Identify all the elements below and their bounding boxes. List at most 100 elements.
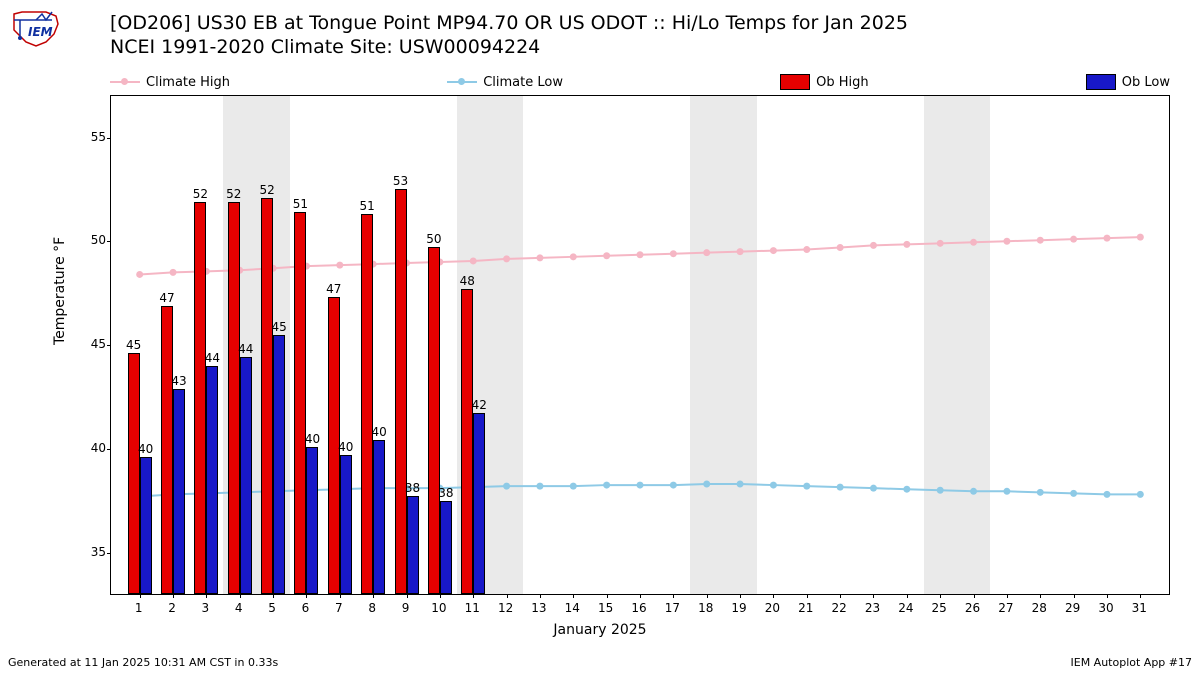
x-tick-label: 28 (1032, 601, 1047, 615)
y-tick-mark (107, 449, 111, 450)
x-tick-label: 22 (831, 601, 846, 615)
ob-low-bar (173, 389, 185, 594)
x-tick-mark (173, 594, 174, 598)
x-tick-mark (540, 594, 541, 598)
x-tick-label: 27 (998, 601, 1013, 615)
x-tick-label: 9 (402, 601, 410, 615)
climate-high-marker (170, 269, 177, 276)
climate-high-marker (1003, 238, 1010, 245)
climate-low-marker (1003, 488, 1010, 495)
x-tick-mark (974, 594, 975, 598)
x-tick-mark (940, 594, 941, 598)
climate-low-marker (870, 485, 877, 492)
x-tick-mark (807, 594, 808, 598)
x-tick-mark (1040, 594, 1041, 598)
climate-low-marker (570, 483, 577, 490)
x-tick-label: 13 (531, 601, 546, 615)
x-tick-mark (607, 594, 608, 598)
climate-low-marker (536, 483, 543, 490)
x-tick-mark (373, 594, 374, 598)
climate-high-marker (1037, 237, 1044, 244)
legend: Climate High Climate Low Ob High Ob Low (110, 72, 1170, 92)
ob-low-bar (306, 447, 318, 594)
y-tick-label: 45 (76, 337, 106, 351)
x-tick-mark (673, 594, 674, 598)
bar-value-label: 51 (293, 197, 308, 211)
x-tick-label: 11 (465, 601, 480, 615)
x-tick-label: 12 (498, 601, 513, 615)
ob-low-bar (473, 413, 485, 594)
x-tick-label: 6 (302, 601, 310, 615)
ob-low-bar (140, 457, 152, 594)
x-tick-mark (473, 594, 474, 598)
legend-climate-low: Climate Low (447, 75, 563, 90)
ob-low-bar (273, 335, 285, 594)
climate-low-marker (503, 483, 510, 490)
x-tick-mark (273, 594, 274, 598)
x-axis-label: January 2025 (0, 622, 1200, 638)
x-tick-mark (773, 594, 774, 598)
x-tick-label: 3 (202, 601, 210, 615)
climate-high-marker (1137, 234, 1144, 241)
bar-value-label: 40 (372, 425, 387, 439)
climate-high-marker (637, 251, 644, 258)
legend-label: Climate High (146, 75, 230, 90)
x-tick-label: 17 (665, 601, 680, 615)
x-tick-mark (1107, 594, 1108, 598)
ob-low-bar (206, 366, 218, 594)
ob-high-bar (461, 289, 473, 594)
x-tick-mark (306, 594, 307, 598)
x-tick-mark (640, 594, 641, 598)
title-line-1: [OD206] US30 EB at Tongue Point MP94.70 … (110, 12, 908, 36)
legend-label: Ob High (816, 75, 869, 90)
climate-high-marker (770, 247, 777, 254)
bar-value-label: 44 (205, 351, 220, 365)
climate-low-marker (737, 481, 744, 488)
svg-text:IEM: IEM (28, 25, 53, 39)
bar-value-label: 43 (171, 374, 186, 388)
climate-high-marker (903, 241, 910, 248)
legend-label: Ob Low (1122, 75, 1170, 90)
climate-low-marker (770, 482, 777, 489)
climate-high-marker (937, 240, 944, 247)
climate-high-marker (536, 254, 543, 261)
ob-low-bar (240, 357, 252, 594)
legend-label: Climate Low (483, 75, 563, 90)
footer-app: IEM Autoplot App #17 (1071, 656, 1193, 669)
climate-high-marker (603, 252, 610, 259)
x-tick-mark (340, 594, 341, 598)
x-tick-mark (707, 594, 708, 598)
y-tick-label: 40 (76, 441, 106, 455)
x-tick-mark (507, 594, 508, 598)
x-tick-mark (907, 594, 908, 598)
x-tick-label: 25 (932, 601, 947, 615)
bar-value-label: 47 (159, 291, 174, 305)
ob-high-bar (128, 353, 140, 594)
bar-value-label: 40 (138, 442, 153, 456)
ob-high-bar (361, 214, 373, 594)
bar-value-label: 40 (338, 440, 353, 454)
climate-high-marker (1070, 236, 1077, 243)
climate-low-marker (1137, 491, 1144, 498)
x-tick-label: 20 (765, 601, 780, 615)
climate-high-marker (837, 244, 844, 251)
climate-low-marker (1070, 490, 1077, 497)
climate-low-marker (937, 487, 944, 494)
climate-low-marker (970, 488, 977, 495)
climate-low-marker (670, 482, 677, 489)
climate-high-marker (870, 242, 877, 249)
bar-value-label: 38 (405, 481, 420, 495)
bar-value-label: 53 (393, 174, 408, 188)
ob-low-bar (373, 440, 385, 594)
y-tick-mark (107, 553, 111, 554)
x-tick-label: 15 (598, 601, 613, 615)
y-tick-label: 35 (76, 545, 106, 559)
climate-low-marker (1103, 491, 1110, 498)
ob-low-bar (407, 496, 419, 594)
x-tick-label: 1 (135, 601, 143, 615)
ob-high-bar (228, 202, 240, 594)
x-tick-mark (407, 594, 408, 598)
ob-low-bar (440, 501, 452, 594)
x-tick-label: 4 (235, 601, 243, 615)
x-tick-label: 18 (698, 601, 713, 615)
